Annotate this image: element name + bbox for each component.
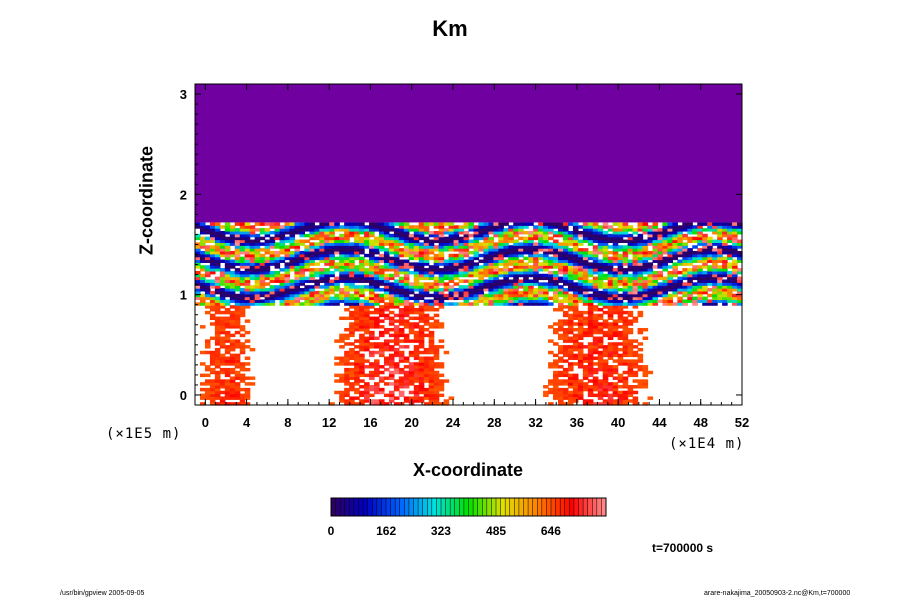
colorbar-segment bbox=[523, 498, 529, 516]
colorbar-tick-label: 0 bbox=[328, 524, 335, 538]
x-scale-note: (×1E4 m) bbox=[669, 436, 745, 452]
colorbar-segment bbox=[386, 498, 392, 516]
colorbar bbox=[330, 497, 607, 517]
colorbar-segment bbox=[331, 498, 337, 516]
colorbar-segment bbox=[541, 498, 547, 516]
colorbar-segment bbox=[363, 498, 369, 516]
colorbar-segment bbox=[518, 498, 524, 516]
colorbar-segment bbox=[349, 498, 355, 516]
colorbar-segment bbox=[367, 498, 373, 516]
colorbar-segment bbox=[560, 498, 566, 516]
colorbar-segment bbox=[578, 498, 584, 516]
x-axis-label: X-coordinate bbox=[412, 460, 523, 480]
colorbar-segment bbox=[486, 498, 492, 516]
colorbar-segment bbox=[418, 498, 424, 516]
colorbar-tick-label: 646 bbox=[541, 524, 561, 538]
chart-title: Km bbox=[432, 16, 468, 41]
colorbar-segment bbox=[532, 498, 538, 516]
colorbar-segment bbox=[335, 498, 341, 516]
colorbar-tick-label: 162 bbox=[376, 524, 396, 538]
colorbar-segment bbox=[404, 498, 410, 516]
colorbar-segment bbox=[564, 498, 570, 516]
colorbar-segment bbox=[592, 498, 598, 516]
x-tick-label: 12 bbox=[322, 415, 336, 430]
colorbar-segment bbox=[528, 498, 534, 516]
footer-left: /usr/bin/gpview 2005-09-05 bbox=[60, 590, 145, 597]
time-annotation: t=700000 s bbox=[652, 541, 714, 555]
x-tick-label: 24 bbox=[446, 415, 461, 430]
x-tick-label: 28 bbox=[487, 415, 501, 430]
colorbar-segment bbox=[353, 498, 359, 516]
x-tick-label: 36 bbox=[570, 415, 584, 430]
colorbar-segment bbox=[505, 498, 511, 516]
colorbar-segment bbox=[569, 498, 575, 516]
colorbar-segment bbox=[596, 498, 602, 516]
x-tick-label: 44 bbox=[652, 415, 667, 430]
x-tick-label: 32 bbox=[528, 415, 542, 430]
colorbar-segment bbox=[482, 498, 488, 516]
colorbar-segment bbox=[454, 498, 460, 516]
y-tick-label: 3 bbox=[180, 87, 187, 102]
x-tick-label: 40 bbox=[611, 415, 625, 430]
heatmap-top-region bbox=[195, 84, 742, 223]
colorbar-segment bbox=[477, 498, 483, 516]
colorbar-segment bbox=[427, 498, 433, 516]
colorbar-segment bbox=[441, 498, 447, 516]
colorbar-segment bbox=[431, 498, 437, 516]
x-tick-label: 8 bbox=[284, 415, 291, 430]
x-tick-label: 16 bbox=[363, 415, 377, 430]
colorbar-segment bbox=[509, 498, 515, 516]
colorbar-segment bbox=[459, 498, 465, 516]
colorbar-frame bbox=[330, 497, 607, 517]
footer-right: arare-nakajima_20050903-2.nc@Km,t=700000 bbox=[704, 590, 851, 597]
colorbar-segment bbox=[491, 498, 497, 516]
x-tick-label: 20 bbox=[405, 415, 419, 430]
y-scale-note: (×1E5 m) bbox=[106, 426, 182, 442]
colorbar-segment bbox=[473, 498, 479, 516]
colorbar-segment bbox=[601, 498, 607, 516]
x-tick-label: 48 bbox=[693, 415, 707, 430]
x-tick-label: 0 bbox=[202, 415, 209, 430]
colorbar-segment bbox=[340, 498, 346, 516]
x-tick-label: 4 bbox=[243, 415, 251, 430]
colorbar-segment bbox=[422, 498, 428, 516]
colorbar-segment bbox=[583, 498, 589, 516]
colorbar-tick-label: 323 bbox=[431, 524, 451, 538]
colorbar-segment bbox=[381, 498, 387, 516]
colorbar-segment bbox=[587, 498, 593, 516]
colorbar-segment bbox=[372, 498, 378, 516]
colorbar-segment bbox=[463, 498, 469, 516]
colorbar-segment bbox=[445, 498, 451, 516]
y-tick-label: 0 bbox=[180, 388, 187, 403]
colorbar-segment bbox=[537, 498, 543, 516]
colorbar-segment bbox=[500, 498, 506, 516]
y-tick-label: 2 bbox=[180, 187, 187, 202]
y-axis-label: Z-coordinate bbox=[136, 145, 157, 255]
colorbar-segment bbox=[450, 498, 456, 516]
colorbar-segment bbox=[546, 498, 552, 516]
colorbar-segment bbox=[376, 498, 382, 516]
colorbar-segment bbox=[344, 498, 350, 516]
colorbar-segment bbox=[514, 498, 520, 516]
colorbar-segment bbox=[395, 498, 401, 516]
colorbar-segment bbox=[436, 498, 442, 516]
colorbar-segment bbox=[551, 498, 557, 516]
colorbar-segment bbox=[408, 498, 414, 516]
colorbar-segment bbox=[555, 498, 561, 516]
colorbar-tick-label: 485 bbox=[486, 524, 506, 538]
colorbar-segment bbox=[468, 498, 474, 516]
colorbar-segment bbox=[390, 498, 396, 516]
heatmap-field bbox=[195, 222, 743, 406]
y-tick-label: 1 bbox=[180, 288, 187, 303]
colorbar-segment bbox=[399, 498, 405, 516]
x-tick-label: 52 bbox=[735, 415, 749, 430]
colorbar-segment bbox=[358, 498, 364, 516]
colorbar-segment bbox=[413, 498, 419, 516]
colorbar-segment bbox=[496, 498, 502, 516]
colorbar-segment bbox=[573, 498, 579, 516]
